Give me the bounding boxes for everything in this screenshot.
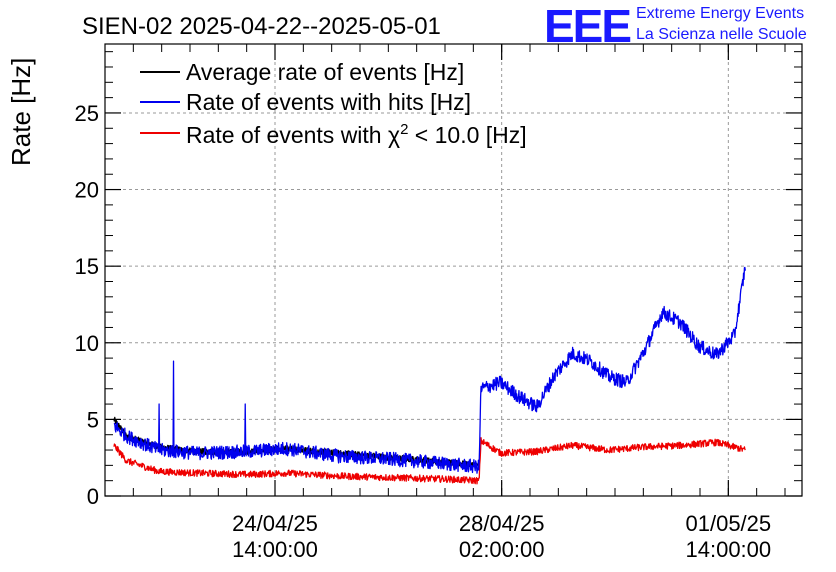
x-tick-label-time: 02:00:00	[459, 537, 545, 562]
legend-label-hits: Rate of events with hits [Hz]	[186, 89, 471, 115]
legend-chi2-text: Rate of events with χ	[186, 122, 400, 148]
y-tick-labels: 0 5 10 15 20 25	[75, 101, 99, 509]
y-tick-label: 25	[75, 101, 99, 126]
x-tick-labels: 24/04/2514:00:0028/04/2502:00:0001/05/25…	[232, 511, 771, 562]
series-line-1	[113, 266, 746, 474]
eee-logo-mark: EEE	[544, 0, 630, 52]
series-line-2	[113, 437, 746, 485]
eee-logo-line2: La Scienza nelle Scuole	[636, 26, 807, 43]
y-tick-label: 10	[75, 331, 99, 356]
y-tick-label: 20	[75, 178, 99, 203]
x-tick-label-time: 14:00:00	[232, 537, 318, 562]
legend: Average rate of events [Hz] Rate of even…	[140, 59, 527, 148]
chart-title: SIEN-02 2025-04-22--2025-05-01	[82, 13, 441, 40]
grid-lines	[105, 44, 802, 496]
series-layer	[113, 266, 746, 485]
x-tick-label-time: 14:00:00	[686, 537, 772, 562]
legend-label-chi2: Rate of events with χ2 < 10.0 [Hz]	[186, 121, 527, 148]
eee-logo-line1: Extreme Energy Events	[636, 5, 804, 22]
plot-frame	[104, 43, 803, 497]
y-tick-label: 5	[87, 407, 99, 432]
x-tick-label-date: 28/04/25	[459, 511, 545, 536]
y-axis-label: Rate [Hz]	[6, 58, 36, 166]
legend-chi2-sup: 2	[400, 121, 408, 138]
eee-logo: EEE Extreme Energy Events La Scienza nel…	[544, 0, 807, 52]
y-tick-label: 0	[87, 484, 99, 509]
legend-chi2-rest: < 10.0 [Hz]	[408, 122, 526, 148]
legend-label-average: Average rate of events [Hz]	[186, 59, 464, 85]
x-tick-label-date: 01/05/25	[686, 511, 772, 536]
y-tick-label: 15	[75, 254, 99, 279]
tick-marks	[105, 44, 802, 497]
x-tick-label-date: 24/04/25	[232, 511, 318, 536]
